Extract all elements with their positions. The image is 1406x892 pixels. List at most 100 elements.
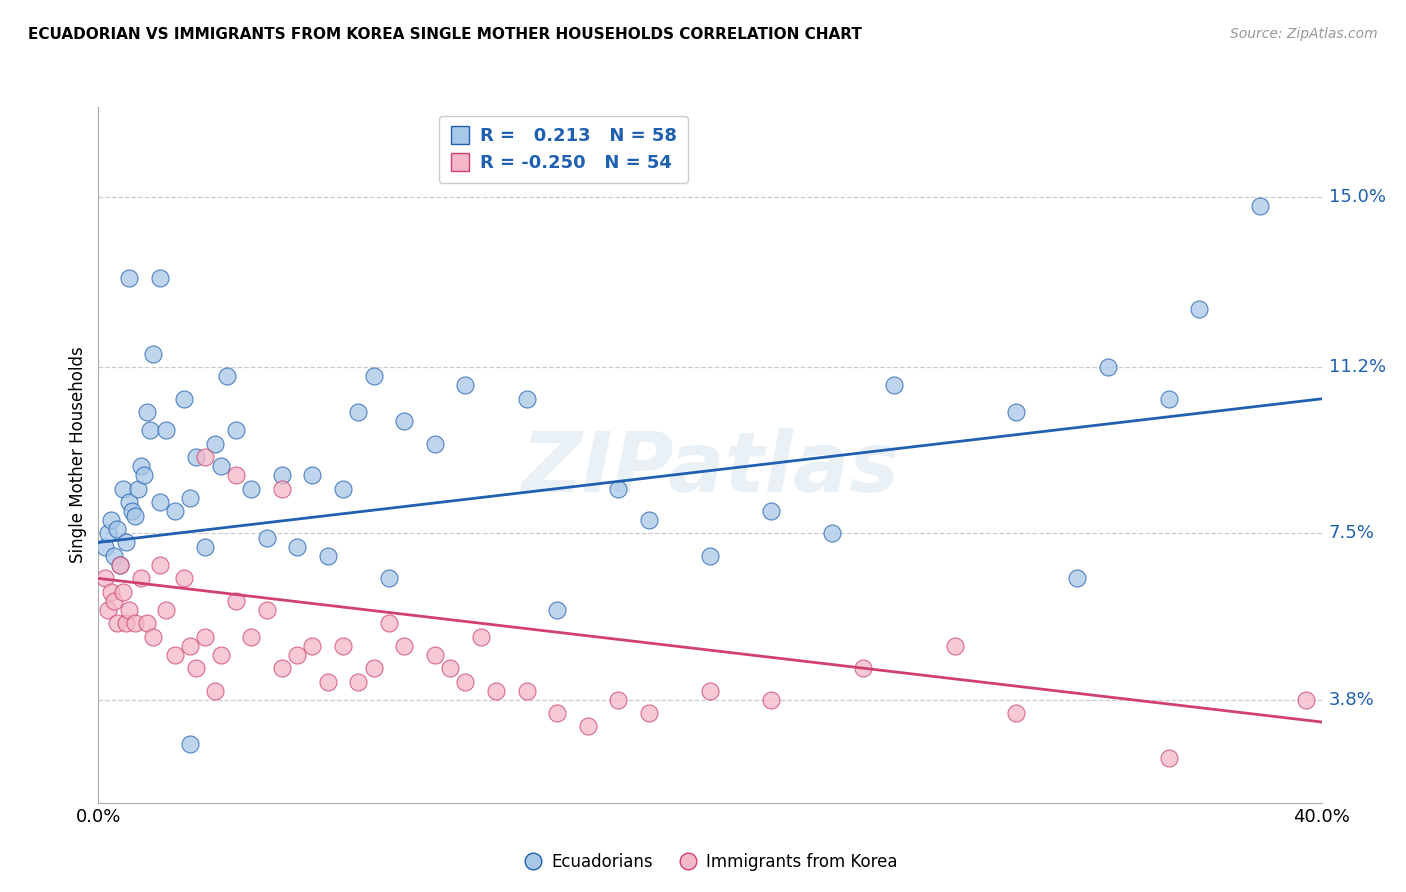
Point (485, 683, 508, 698)
Point (108, 558, 131, 572)
Point (149, 270, 172, 285)
Point (439, 661, 461, 675)
Point (1295, 692, 1317, 706)
Point (363, 661, 385, 675)
Point (179, 491, 201, 505)
Point (136, 616, 159, 631)
Point (256, 531, 278, 545)
Point (270, 482, 294, 496)
Point (576, 719, 599, 733)
Point (363, 369, 385, 384)
Point (699, 549, 721, 563)
Point (105, 616, 128, 631)
Point (100, 584, 122, 599)
Point (115, 616, 138, 631)
Point (454, 378, 477, 392)
Point (194, 450, 217, 465)
Point (301, 639, 323, 653)
Point (637, 513, 661, 527)
Point (285, 648, 308, 662)
Point (270, 468, 294, 483)
Point (142, 630, 165, 644)
Point (149, 558, 172, 572)
Point (173, 392, 195, 406)
Point (301, 468, 323, 483)
Point (129, 459, 152, 474)
Text: 3.8%: 3.8% (1329, 690, 1375, 708)
Point (115, 535, 138, 549)
Point (149, 495, 172, 509)
Point (943, 639, 966, 653)
Point (516, 683, 538, 698)
Point (378, 571, 401, 585)
Point (332, 482, 354, 496)
Point (256, 603, 278, 617)
Point (105, 522, 128, 536)
Point (607, 482, 630, 496)
Point (118, 270, 141, 285)
Point (454, 674, 477, 689)
Point (204, 683, 226, 698)
Point (392, 639, 416, 653)
Point (136, 405, 159, 419)
Point (93, 540, 115, 554)
Point (209, 648, 232, 662)
Point (93, 571, 115, 585)
Point (546, 603, 568, 617)
Text: Source: ZipAtlas.com: Source: ZipAtlas.com (1230, 27, 1378, 41)
Point (103, 594, 125, 608)
Point (1250, 199, 1272, 213)
Point (347, 674, 370, 689)
Point (423, 436, 446, 450)
Point (121, 504, 143, 518)
Point (852, 661, 875, 675)
Point (163, 504, 186, 518)
Point (129, 571, 152, 585)
Point (111, 584, 134, 599)
Point (1188, 301, 1211, 316)
Point (761, 504, 783, 518)
Point (1157, 751, 1180, 765)
Point (186, 450, 208, 465)
Text: 7.5%: 7.5% (1329, 524, 1375, 542)
Point (118, 495, 141, 509)
Point (179, 738, 201, 752)
Point (100, 513, 122, 527)
Point (108, 558, 131, 572)
Point (470, 630, 492, 644)
Point (347, 405, 370, 419)
Point (240, 630, 263, 644)
Point (285, 540, 308, 554)
Point (392, 414, 416, 428)
Point (316, 674, 339, 689)
Text: 11.2%: 11.2% (1329, 359, 1386, 376)
Point (637, 706, 661, 720)
Text: ECUADORIAN VS IMMIGRANTS FROM KOREA SINGLE MOTHER HOUSEHOLDS CORRELATION CHART: ECUADORIAN VS IMMIGRANTS FROM KOREA SING… (28, 27, 862, 42)
Point (97, 526, 120, 541)
Point (240, 482, 263, 496)
Point (97, 603, 120, 617)
Point (194, 630, 217, 644)
Point (316, 549, 339, 563)
Point (225, 423, 247, 437)
Point (134, 468, 156, 483)
Point (118, 603, 141, 617)
Point (225, 468, 247, 483)
Point (1097, 360, 1119, 375)
Point (546, 706, 568, 720)
Point (194, 540, 217, 554)
Point (103, 549, 125, 563)
Point (127, 482, 149, 496)
Point (215, 369, 238, 384)
Point (821, 526, 844, 541)
Point (516, 392, 538, 406)
Point (124, 508, 146, 523)
Y-axis label: Single Mother Households: Single Mother Households (69, 347, 87, 563)
Point (163, 648, 186, 662)
Point (607, 692, 630, 706)
Point (186, 661, 208, 675)
Point (142, 347, 165, 361)
Point (139, 423, 162, 437)
Point (111, 482, 134, 496)
Point (1004, 405, 1026, 419)
